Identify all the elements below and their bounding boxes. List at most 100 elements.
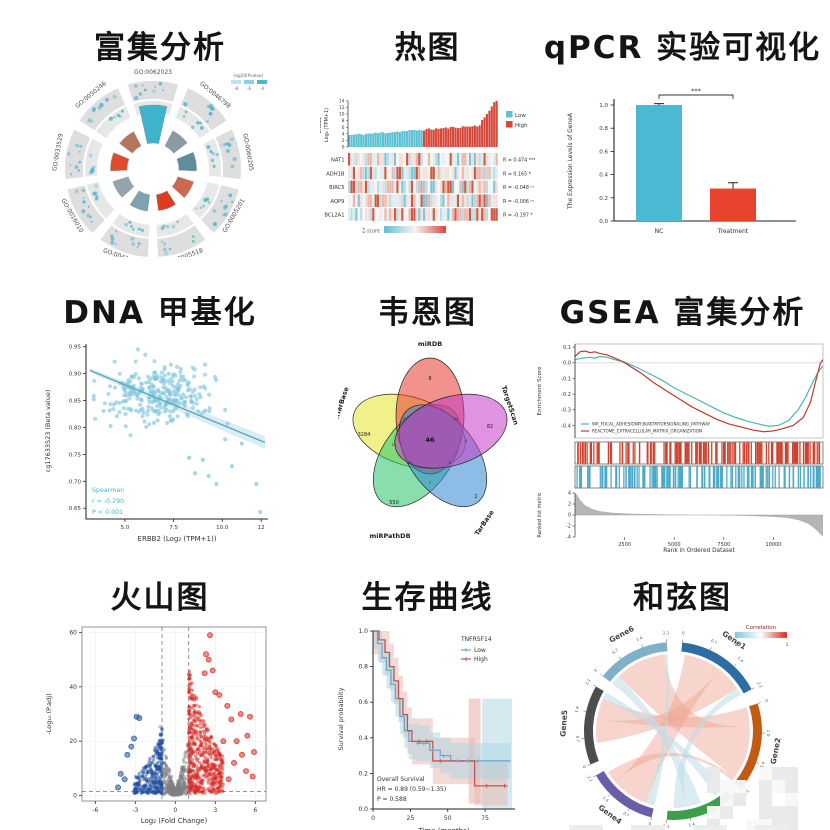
svg-text:0.7: 0.7 xyxy=(710,638,718,645)
svg-text:-0.4: -0.4 xyxy=(561,423,571,429)
svg-text:Spearman: Spearman xyxy=(92,487,124,494)
svg-text:7.5: 7.5 xyxy=(169,525,178,531)
svg-text:0.0: 0.0 xyxy=(563,361,571,367)
chord-plot: 00.71.42.1Gene100.71.42.1Gene200.71.42.1… xyxy=(558,624,782,830)
svg-text:miRDB: miRDB xyxy=(417,340,441,348)
svg-text:5000: 5000 xyxy=(667,542,680,548)
svg-text:cg17633523 (Beta value): cg17633523 (Beta value) xyxy=(44,390,52,473)
svg-text:0.0: 0.0 xyxy=(599,219,608,225)
svg-text:3: 3 xyxy=(213,807,217,814)
svg-text:ERBB2 (Log₂ (TPM+1)): ERBB2 (Log₂ (TPM+1)) xyxy=(137,535,216,543)
svg-text:6: 6 xyxy=(253,807,257,814)
svg-text:Log₂ (TPM+1): Log₂ (TPM+1) xyxy=(324,108,330,142)
svg-text:ERBB2: ERBB2 xyxy=(320,117,323,134)
svg-text:0: 0 xyxy=(371,815,375,822)
gsea-legend: WP_FOCAL_ADHESIONPI3KAKTMTORSIGNALING_PA… xyxy=(580,422,711,434)
svg-text:12: 12 xyxy=(339,105,345,111)
survival-curve-chart: 1.0 0.8 0.6 0.4 0.2 0.00 25 50 75 Survival probab… xyxy=(337,628,515,830)
circular-plot: GO:0062023GO:0046798GO:0060205GO:0005201… xyxy=(51,69,255,257)
svg-text:10000: 10000 xyxy=(765,542,781,548)
svg-text:Log₂ (Fold Change): Log₂ (Fold Change) xyxy=(141,817,208,825)
svg-text:7: 7 xyxy=(428,480,431,485)
panel-title-survival: 生存曲线 xyxy=(361,580,494,616)
svg-text:1.4: 1.4 xyxy=(688,821,696,827)
ranked-metric: 4 2 0 -2 -4 2500 5000 7500 10000 xyxy=(566,491,823,548)
svg-text:Gene2: Gene2 xyxy=(768,737,782,765)
chord-diagram-chart: 00.71.42.1Gene100.71.42.1Gene200.71.42.1… xyxy=(558,624,798,830)
svg-text:NAT1: NAT1 xyxy=(331,158,345,164)
svg-text:0.8: 0.8 xyxy=(358,664,368,671)
svg-text:0.0: 0.0 xyxy=(358,806,368,813)
svg-text:75: 75 xyxy=(481,815,489,822)
svg-text:***: *** xyxy=(691,87,702,95)
svg-text:Gene4: Gene4 xyxy=(596,803,623,826)
svg-text:0.4: 0.4 xyxy=(358,735,368,742)
svg-text:20: 20 xyxy=(69,738,77,745)
svg-text:R = -0.048 ⁿˢ: R = -0.048 ⁿˢ xyxy=(503,185,534,191)
venn-labels: miRDBTargetScanTarBasemiRPathDBmiRTarBas… xyxy=(338,340,518,540)
hit-barcode xyxy=(574,441,823,489)
panel-title-venn: 韦恩图 xyxy=(378,295,477,331)
svg-text:miRTarBase: miRTarBase xyxy=(338,385,351,428)
svg-text:The Expression Levels of GeneA: The Expression Levels of GeneA xyxy=(567,112,574,210)
panel-enrichment: 富集分析 GO:0062023 GO:0046798 GO:0060205 GO:00… xyxy=(0,14,320,279)
svg-text:-6: -6 xyxy=(92,807,98,814)
svg-text:2500: 2500 xyxy=(618,542,631,548)
svg-text:40: 40 xyxy=(69,684,77,691)
svg-text:0.6: 0.6 xyxy=(599,149,608,155)
svg-text:P = 0.588: P = 0.588 xyxy=(377,796,407,803)
svg-text:-6: -6 xyxy=(247,86,251,91)
svg-text:ADH1B: ADH1B xyxy=(326,171,345,177)
panel-venn: 韦恩图 miRDB TargetScan TarBase miRPathDB miRTa… xyxy=(320,279,535,564)
panel-heatmap: 热图 0 2 4 6 8 10 12 14 ERBB2 Log₂ (TPM+1) Low High NA… xyxy=(320,14,535,279)
svg-text:8: 8 xyxy=(341,118,344,124)
bar-plot: 0.0 0.2 0.4 0.6 0.8 1.0 The Expression Levels … xyxy=(567,87,796,235)
svg-text:10: 10 xyxy=(339,112,345,118)
svg-text:GO:0060205: GO:0060205 xyxy=(241,133,255,172)
heatmap-rows: NAT1 R = 0.474 *** ADH1B R = 0.165 * BIRC5 R … xyxy=(324,153,535,221)
km-annotation: Overall Survival HR = 0.89 (0.59~1.35) P =… xyxy=(377,776,446,803)
spearman-annotation: Spearman r = -0.290 P < 0.001 xyxy=(92,487,124,516)
svg-text:2: 2 xyxy=(474,494,477,500)
svg-text:R = 0.474 ***: R = 0.474 *** xyxy=(503,158,536,164)
svg-text:7500: 7500 xyxy=(717,542,730,548)
svg-text:0: 0 xyxy=(648,821,652,827)
venn-counts: 8 82 2 550 3284 46 5 12 3 9 21 7 4 11 xyxy=(357,376,493,506)
svg-text:Gene5: Gene5 xyxy=(558,710,569,737)
svg-text:0.75: 0.75 xyxy=(68,452,81,458)
svg-text:-2: -2 xyxy=(566,524,571,530)
svg-text:BIRC5: BIRC5 xyxy=(329,185,344,191)
svg-text:0: 0 xyxy=(592,667,598,672)
svg-text:High: High xyxy=(474,656,488,663)
svg-text:-3: -3 xyxy=(132,807,138,814)
svg-text:11: 11 xyxy=(391,442,396,447)
svg-text:21: 21 xyxy=(407,460,412,465)
svg-text:12: 12 xyxy=(453,416,458,421)
panel-title-enrichment: 富集分析 xyxy=(94,30,226,66)
svg-text:0.7: 0.7 xyxy=(575,735,581,742)
svg-text:WP_FOCAL_ADHESIONPI3KAKTMTORSI: WP_FOCAL_ADHESIONPI3KAKTMTORSIGNALING_PA… xyxy=(592,422,711,427)
svg-text:HR = 0.89 (0.59~1.35): HR = 0.89 (0.59~1.35) xyxy=(377,786,446,793)
svg-text:4: 4 xyxy=(567,491,570,497)
svg-text:Treatment: Treatment xyxy=(716,228,748,235)
svg-text:2: 2 xyxy=(341,138,344,144)
svg-text:2: 2 xyxy=(567,502,570,508)
km-legend: TNFRSF14 Low High xyxy=(460,636,492,663)
svg-text:4: 4 xyxy=(464,438,467,443)
svg-text:-0.1: -0.1 xyxy=(561,376,571,382)
svg-text:0.4: 0.4 xyxy=(599,173,608,179)
gsea-enrichment-chart: 0.1 0.0 -0.1 -0.2 -0.3 -0.4 Rank in Ordered Da… xyxy=(537,343,823,552)
svg-text:0: 0 xyxy=(73,793,77,800)
svg-text:60: 60 xyxy=(69,629,77,636)
svg-text:-Log₁₀ (P.adj): -Log₁₀ (P.adj) xyxy=(45,693,53,734)
svg-text:0: 0 xyxy=(341,145,344,151)
svg-text:0.7: 0.7 xyxy=(765,730,770,737)
svg-text:0.70: 0.70 xyxy=(68,479,81,485)
panel-chord: 和弦图 00.71.42.1Gene100.71.42.1Gene200.71.… xyxy=(535,564,830,830)
svg-text:0.85: 0.85 xyxy=(68,399,81,405)
svg-text:0.7: 0.7 xyxy=(622,811,630,819)
svg-text:0.65: 0.65 xyxy=(68,506,81,512)
svg-text:TNFRSF14: TNFRSF14 xyxy=(460,636,492,643)
